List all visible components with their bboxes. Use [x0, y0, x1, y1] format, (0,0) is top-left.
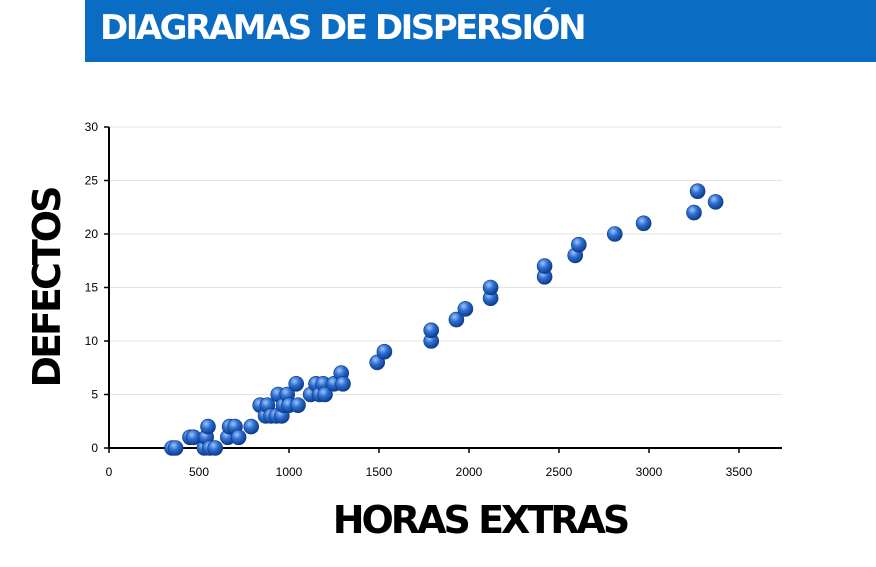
data-point — [243, 418, 259, 435]
y-tick-label: 0 — [91, 441, 98, 455]
x-tick-label: 1500 — [366, 465, 393, 479]
y-tick-label: 25 — [85, 174, 99, 188]
page-title: DIAGRAMAS DE DISPERSIÓN — [100, 8, 587, 48]
data-point — [288, 375, 305, 392]
y-tick-label: 20 — [85, 227, 99, 241]
y-tick-label: 10 — [85, 334, 99, 348]
y-tick-label: 5 — [91, 388, 98, 402]
data-point — [200, 418, 216, 435]
data-point — [536, 258, 553, 274]
x-tick-label: 1000 — [276, 465, 303, 479]
x-tick-label: 2000 — [456, 465, 483, 479]
y-tick-label: 30 — [85, 120, 99, 134]
data-point — [457, 301, 474, 317]
data-point — [335, 375, 351, 392]
data-point — [635, 215, 652, 232]
data-point — [290, 397, 306, 414]
x-tick-label: 500 — [189, 465, 209, 479]
data-point — [317, 386, 333, 403]
data-point — [570, 236, 587, 253]
data-point — [448, 311, 465, 328]
x-tick-label: 3000 — [636, 465, 663, 479]
y-tick-label: 15 — [85, 281, 99, 295]
x-axis-title: HORAS EXTRAS — [333, 498, 628, 542]
data-point — [686, 204, 702, 221]
data-point — [376, 343, 393, 360]
x-tick-label: 0 — [106, 465, 113, 479]
data-point — [230, 429, 247, 446]
data-point — [606, 226, 623, 242]
data-point — [482, 279, 499, 296]
y-axis-title: DEFECTOS — [25, 188, 69, 388]
data-point — [707, 194, 724, 210]
data-point — [207, 440, 223, 456]
x-tick-label: 2500 — [546, 465, 573, 479]
data-point — [689, 183, 706, 199]
x-tick-label: 3500 — [726, 465, 753, 479]
data-point — [423, 322, 440, 339]
title-banner: DIAGRAMAS DE DISPERSIÓN — [85, 0, 876, 62]
data-point — [167, 440, 184, 456]
